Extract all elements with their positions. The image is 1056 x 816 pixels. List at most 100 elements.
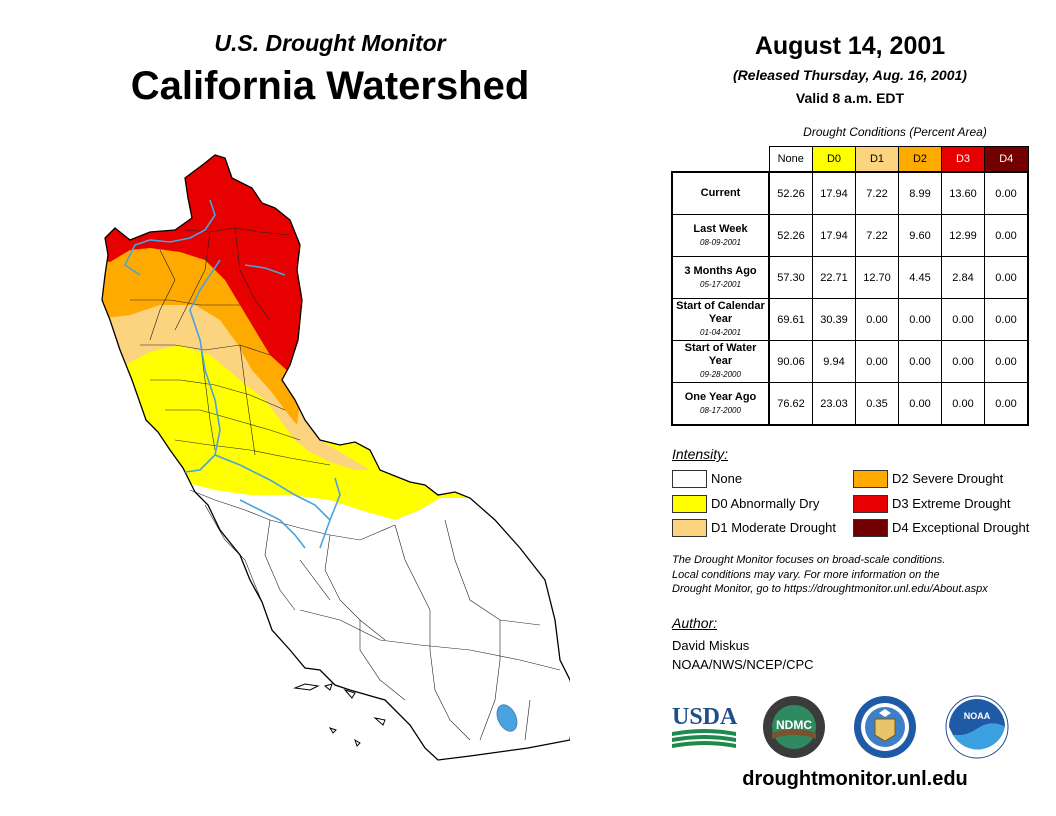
table-cell: 0.00 (898, 340, 942, 383)
table-cell: 0.00 (984, 382, 1029, 426)
author-organization: NOAA/NWS/NCEP/CPC (672, 657, 814, 672)
legend-label: D3 Extreme Drought (892, 496, 1011, 511)
map-date: August 14, 2001 (754, 32, 946, 60)
legend-heading: Intensity: (672, 446, 729, 462)
row-label: Start of Water Year 09-28-2000 (671, 340, 770, 383)
note-line: Drought Monitor, go to https://droughtmo… (672, 583, 988, 595)
legend-swatch (853, 519, 888, 537)
row-label: Last Week 08-09-2001 (671, 214, 770, 257)
table-cell: 30.39 (812, 298, 856, 341)
table-cell: 13.60 (941, 171, 985, 215)
legend-label: D0 Abnormally Dry (711, 496, 820, 511)
table-cell: 9.94 (812, 340, 856, 383)
table-cell: 90.06 (768, 340, 813, 383)
author-name: David Miskus (672, 638, 750, 653)
row-label-text: 3 Months Ago (684, 264, 757, 277)
table-cell: 23.03 (812, 382, 856, 426)
row-date: 01-04-2001 (700, 328, 741, 337)
row-date: 05-17-2001 (700, 279, 741, 289)
column-header-d0: D0 (812, 146, 856, 173)
row-label-text: Start of Calendar Year (676, 300, 765, 325)
column-header-d1: D1 (855, 146, 899, 173)
table-row-three-months-ago: 3 Months Ago 05-17-2001 57.30 22.71 12.70 4.4… (671, 256, 1029, 299)
table-cell: 2.84 (941, 256, 985, 299)
table-cell: 52.26 (768, 214, 813, 257)
author-heading: Author: (672, 615, 718, 631)
table-cell: 0.00 (984, 214, 1029, 257)
note-line: The Drought Monitor focuses on broad-sca… (672, 554, 946, 566)
column-header-d2: D2 (898, 146, 942, 173)
ndmc-logo-text: NDMC (776, 718, 812, 732)
footer-url[interactable]: droughtmonitor.unl.edu (742, 768, 968, 790)
legend-swatch (672, 470, 707, 488)
table-cell: 0.00 (855, 298, 899, 341)
table-row-last-week: Last Week 08-09-2001 52.26 17.94 7.22 9.60 12.… (671, 214, 1029, 257)
legend-label: D1 Moderate Drought (711, 520, 837, 535)
table-row-current: Current 52.26 17.94 7.22 8.99 13.60 0.00 (671, 171, 1029, 215)
noaa-logo-text: NOAA (964, 711, 991, 721)
column-header-d4: D4 (984, 146, 1029, 173)
row-label-text: One Year Ago (684, 390, 757, 403)
column-header-d3: D3 (941, 146, 985, 173)
table-cell: 76.62 (768, 382, 813, 426)
table-row-start-of-calendar-year: Start of Calendar Year 01-04-2001 69.61 30.… (671, 298, 1029, 341)
column-header-none: None (768, 146, 813, 173)
table-cell: 69.61 (768, 298, 813, 341)
table-cell: 17.94 (812, 214, 856, 257)
legend-swatch (672, 495, 707, 513)
legend-swatch (853, 495, 888, 513)
table-cell: 8.99 (898, 171, 942, 215)
table-cell: 0.35 (855, 382, 899, 426)
table-cell: 0.00 (898, 298, 942, 341)
map-title: California Watershed (130, 64, 530, 108)
commerce-seal-logo (854, 696, 916, 758)
legend-swatch (672, 519, 707, 537)
noaa-logo: NOAA (945, 695, 1009, 759)
usda-logo: USDA (672, 704, 738, 748)
table-cell: 0.00 (984, 171, 1029, 215)
table-cell: 0.00 (941, 340, 985, 383)
drought-map (101, 154, 570, 761)
disclaimer-note: The Drought Monitor focuses on broad-sca… (672, 553, 1042, 597)
table-cell: 0.00 (898, 382, 942, 426)
table-cell: 7.22 (855, 171, 899, 215)
table-cell: 57.30 (768, 256, 813, 299)
row-label: Current (671, 171, 770, 215)
row-date: 08-17-2000 (700, 405, 741, 415)
table-cell: 12.70 (855, 256, 899, 299)
table-cell: 0.00 (984, 298, 1029, 341)
row-date: 09-28-2000 (700, 370, 741, 379)
legend-label: D4 Exceptional Drought (892, 520, 1030, 535)
release-date: (Released Thursday, Aug. 16, 2001) (733, 67, 967, 83)
table-cell: 0.00 (941, 382, 985, 426)
table-cell: 0.00 (941, 298, 985, 341)
row-label-text: Current (700, 187, 741, 199)
row-date: 08-09-2001 (700, 237, 741, 247)
table-cell: 9.60 (898, 214, 942, 257)
table-cell: 7.22 (855, 214, 899, 257)
table-row-one-year-ago: One Year Ago 08-17-2000 76.62 23.03 0.35 0.00… (671, 382, 1029, 426)
table-cell: 17.94 (812, 171, 856, 215)
table-caption: Drought Conditions (Percent Area) (803, 125, 987, 139)
row-label: 3 Months Ago 05-17-2001 (671, 256, 770, 299)
row-label-text: Last Week (693, 222, 748, 235)
drought-conditions-table: None D0 D1 D2 D3 D4 Current 52.26 17.94 7.2… (671, 146, 1029, 426)
row-label-text: Start of Water Year (684, 342, 757, 367)
table-row-start-of-water-year: Start of Water Year 09-28-2000 90.06 9.94 0.… (671, 340, 1029, 383)
legend-label: D2 Severe Drought (892, 471, 1004, 486)
note-line: Local conditions may vary. For more info… (672, 568, 940, 581)
table-cell: 0.00 (984, 340, 1029, 383)
row-label: One Year Ago 08-17-2000 (671, 382, 770, 426)
row-label: Start of Calendar Year 01-04-2001 (671, 298, 770, 341)
table-cell: 4.45 (898, 256, 942, 299)
legend-label: None (711, 471, 743, 486)
ndmc-logo: NDMC (763, 696, 825, 758)
valid-time: Valid 8 a.m. EDT (795, 90, 905, 106)
table-header-row: None D0 D1 D2 D3 D4 (672, 146, 1029, 173)
table-cell: 0.00 (984, 256, 1029, 299)
table-cell: 12.99 (941, 214, 985, 257)
table-cell: 52.26 (768, 171, 813, 215)
table-cell: 22.71 (812, 256, 856, 299)
map-subtitle: U.S. Drought Monitor (214, 30, 446, 56)
legend-swatch (853, 470, 888, 488)
